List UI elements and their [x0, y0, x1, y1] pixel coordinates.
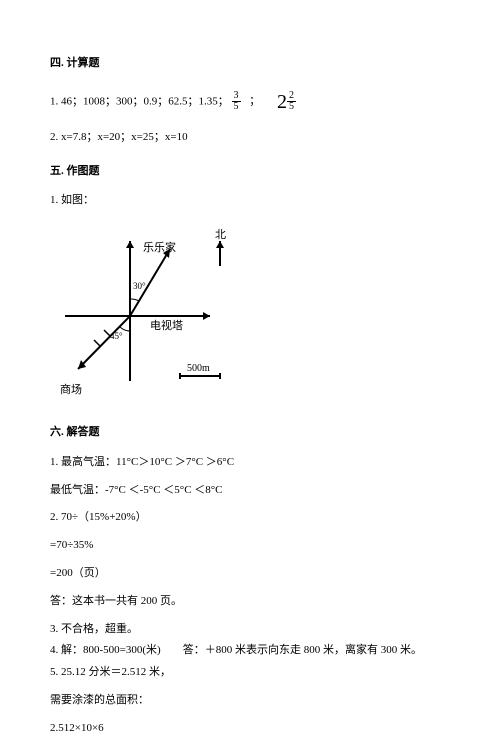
label-shangchang: 商场: [60, 382, 82, 396]
ans-line-8: 4. 解：800-500=300(米) 答：＋800 米表示向东走 800 米，…: [50, 641, 450, 661]
fraction-1-den: 5: [232, 102, 241, 112]
ans-line-4: =70÷35%: [50, 536, 450, 556]
fraction-2-den: 5: [287, 102, 296, 112]
ans-line-5: =200（页）: [50, 564, 450, 584]
ans-line-7: 3. 不合格，超重。: [50, 620, 450, 640]
ans-line-2: 最低气温：-7°C ＜-5°C ＜5°C ＜8°C: [50, 481, 450, 501]
ans-line-1: 1. 最高气温：11°C＞10°C ＞7°C ＞6°C: [50, 453, 450, 473]
arrow-y: [126, 241, 134, 248]
fraction-1: 3 5: [232, 91, 241, 112]
label-tvtower: 电视塔: [150, 318, 183, 332]
arrow-x: [203, 312, 210, 320]
label-angle30: 30°: [133, 281, 146, 291]
sep-1: ；: [249, 95, 260, 107]
drawing-line-1: 1. 如图：: [50, 191, 450, 211]
ans-line-3: 2. 70÷（15%+20%）: [50, 508, 450, 528]
calc-line-2: 2. x=7.8；x=20；x=25；x=10: [50, 128, 450, 148]
arc-30: [130, 299, 139, 301]
label-scale: 500m: [187, 363, 210, 374]
diagram-svg: 乐乐家 北 电视塔 商场 30° 45° 500m: [50, 221, 260, 401]
section-4-title: 四. 计算题: [50, 54, 450, 74]
mixed-whole: 2: [277, 84, 287, 120]
ans-line-10: 需要涂漆的总面积：: [50, 691, 450, 711]
tick-2: [94, 340, 100, 346]
section-6-title: 六. 解答题: [50, 423, 450, 443]
label-north: 北: [215, 228, 226, 241]
ans-line-11: 2.512×10×6: [50, 719, 450, 739]
calc-line-1: 1. 46；1008；300；0.9；62.5；1.35； 3 5 ； 2 2 …: [50, 84, 450, 120]
label-angle45: 45°: [110, 331, 123, 341]
ans-line-9: 5. 25.12 分米＝2.512 米，: [50, 663, 450, 683]
ans-line-6: 答：这本书一共有 200 页。: [50, 592, 450, 612]
fraction-2: 2 5: [287, 91, 296, 112]
calc-line-1-text: 1. 46；1008；300；0.9；62.5；1.35；: [50, 95, 229, 107]
section-5-title: 五. 作图题: [50, 162, 450, 182]
label-lelejia: 乐乐家: [143, 240, 176, 254]
diagram: 乐乐家 北 电视塔 商场 30° 45° 500m: [50, 221, 450, 409]
line-sw: [78, 316, 130, 369]
north-arrow-icon: [216, 241, 224, 248]
